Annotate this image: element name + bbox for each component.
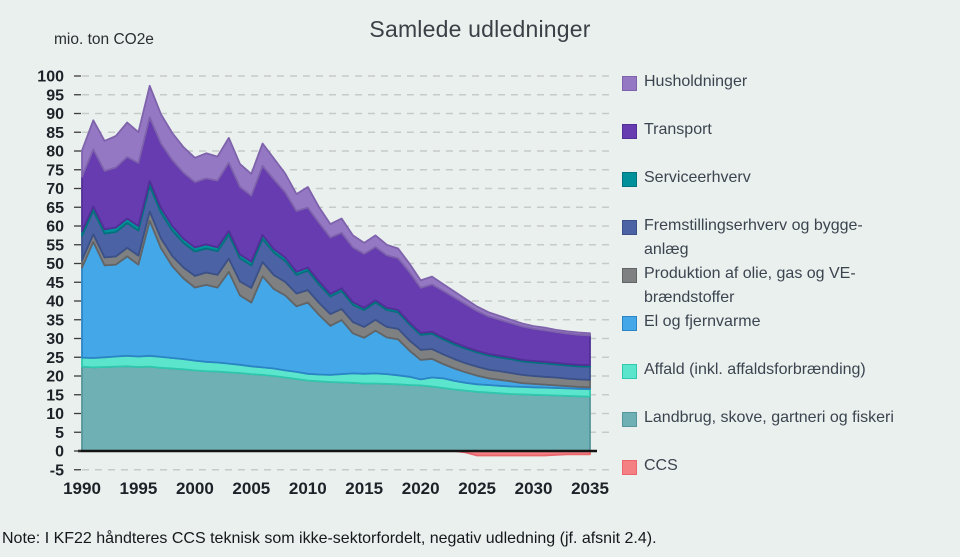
legend-item-fremstillingserhverv-og-byggeanl-g: Fremstillingserhverv og bygge-anlæg: [622, 214, 957, 262]
legend-swatch-serviceerhverv: [622, 172, 637, 187]
y-tick-label: 95: [46, 87, 64, 104]
legend-item-landbrug-skove-gartneri-og-fiskeri: Landbrug, skove, gartneri og fiskeri: [622, 406, 957, 430]
x-tick-label: 2025: [458, 479, 496, 498]
x-tick-label: 2010: [289, 479, 327, 498]
legend-label: El og fjernvarme: [644, 313, 761, 330]
legend-item-serviceerhverv: Serviceerhverv: [622, 166, 957, 190]
y-tick-label: 20: [46, 369, 64, 386]
legend-label: Fremstillingserhverv og bygge-anlæg: [644, 217, 863, 258]
y-tick-label: 55: [46, 237, 64, 254]
y-tick-label: 25: [46, 350, 64, 367]
stacked-area-chart: -505101520253035404550556065707580859095…: [37, 69, 612, 498]
legend-swatch-el-og-fjernvarme: [622, 316, 637, 331]
y-tick-label: 35: [46, 312, 64, 329]
y-tick-label: 0: [55, 444, 64, 461]
x-tick-label: 1995: [120, 479, 158, 498]
y-tick-label: 10: [46, 406, 64, 423]
x-tick-label: 1990: [63, 479, 101, 498]
y-tick-label: 75: [46, 162, 64, 179]
legend-label: Produktion af olie, gas og VE-brændstoff…: [644, 265, 856, 306]
legend-swatch-husholdninger: [622, 76, 637, 91]
y-tick-label: 30: [46, 331, 64, 348]
x-tick-label: 2020: [402, 479, 440, 498]
y-tick-label: 85: [46, 125, 64, 142]
y-axis-unit-label: mio. ton CO2e: [54, 31, 154, 48]
y-tick-label: 60: [46, 219, 64, 236]
x-tick-label: 2015: [345, 479, 383, 498]
x-tick-label: 2030: [515, 479, 553, 498]
legend-item-affald-inkl-affaldsforbr-nding: Affald (inkl. affaldsforbrænding): [622, 358, 957, 382]
legend-swatch-ccs: [622, 460, 637, 475]
y-tick-label: 65: [46, 200, 64, 217]
legend-swatch-produktion-af-olie-gas-og-ve-br-ndstoffer: [622, 268, 637, 283]
legend-item-el-og-fjernvarme: El og fjernvarme: [622, 310, 957, 334]
legend-item-transport: Transport: [622, 118, 957, 142]
legend-item-ccs: CCS: [622, 454, 957, 478]
legend-label: CCS: [644, 457, 678, 474]
legend-swatch-fremstillingserhverv-og-byggeanl-g: [622, 220, 637, 235]
legend-label: Transport: [644, 121, 712, 138]
legend-label: Landbrug, skove, gartneri og fiskeri: [644, 409, 894, 426]
legend-label: Serviceerhverv: [644, 169, 751, 186]
legend-swatch-landbrug-skove-gartneri-og-fiskeri: [622, 412, 637, 427]
x-tick-label: 2000: [176, 479, 214, 498]
legend-label: Husholdninger: [644, 73, 748, 90]
y-tick-label: 90: [46, 106, 64, 123]
y-tick-label: 50: [46, 256, 64, 273]
y-tick-label: 100: [37, 69, 64, 86]
x-tick-label: 2005: [232, 479, 270, 498]
x-tick-label: 2035: [571, 479, 609, 498]
y-tick-label: 5: [55, 425, 64, 442]
legend-swatch-transport: [622, 124, 637, 139]
chart-title: Samlede udledninger: [369, 16, 591, 42]
legend-item-husholdninger: Husholdninger: [622, 70, 957, 94]
y-tick-label: 45: [46, 275, 64, 292]
y-tick-label: 70: [46, 181, 64, 198]
y-tick-label: 40: [46, 294, 64, 311]
footnote: Note: I KF22 håndteres CCS teknisk som i…: [2, 530, 657, 547]
area-husholdninger: [81, 84, 591, 337]
y-tick-label: 15: [46, 387, 64, 404]
legend-item-produktion-af-olie-gas-og-ve-br-ndstoffer: Produktion af olie, gas og VE-brændstoff…: [622, 262, 957, 310]
chart-legend: Husholdninger Transport Serviceerhverv Frem…: [622, 70, 957, 502]
y-tick-label: -5: [50, 462, 64, 479]
legend-label: Affald (inkl. affaldsforbrænding): [644, 361, 866, 378]
legend-swatch-affald-inkl-affaldsforbr-nding: [622, 364, 637, 379]
y-tick-label: 80: [46, 144, 64, 161]
